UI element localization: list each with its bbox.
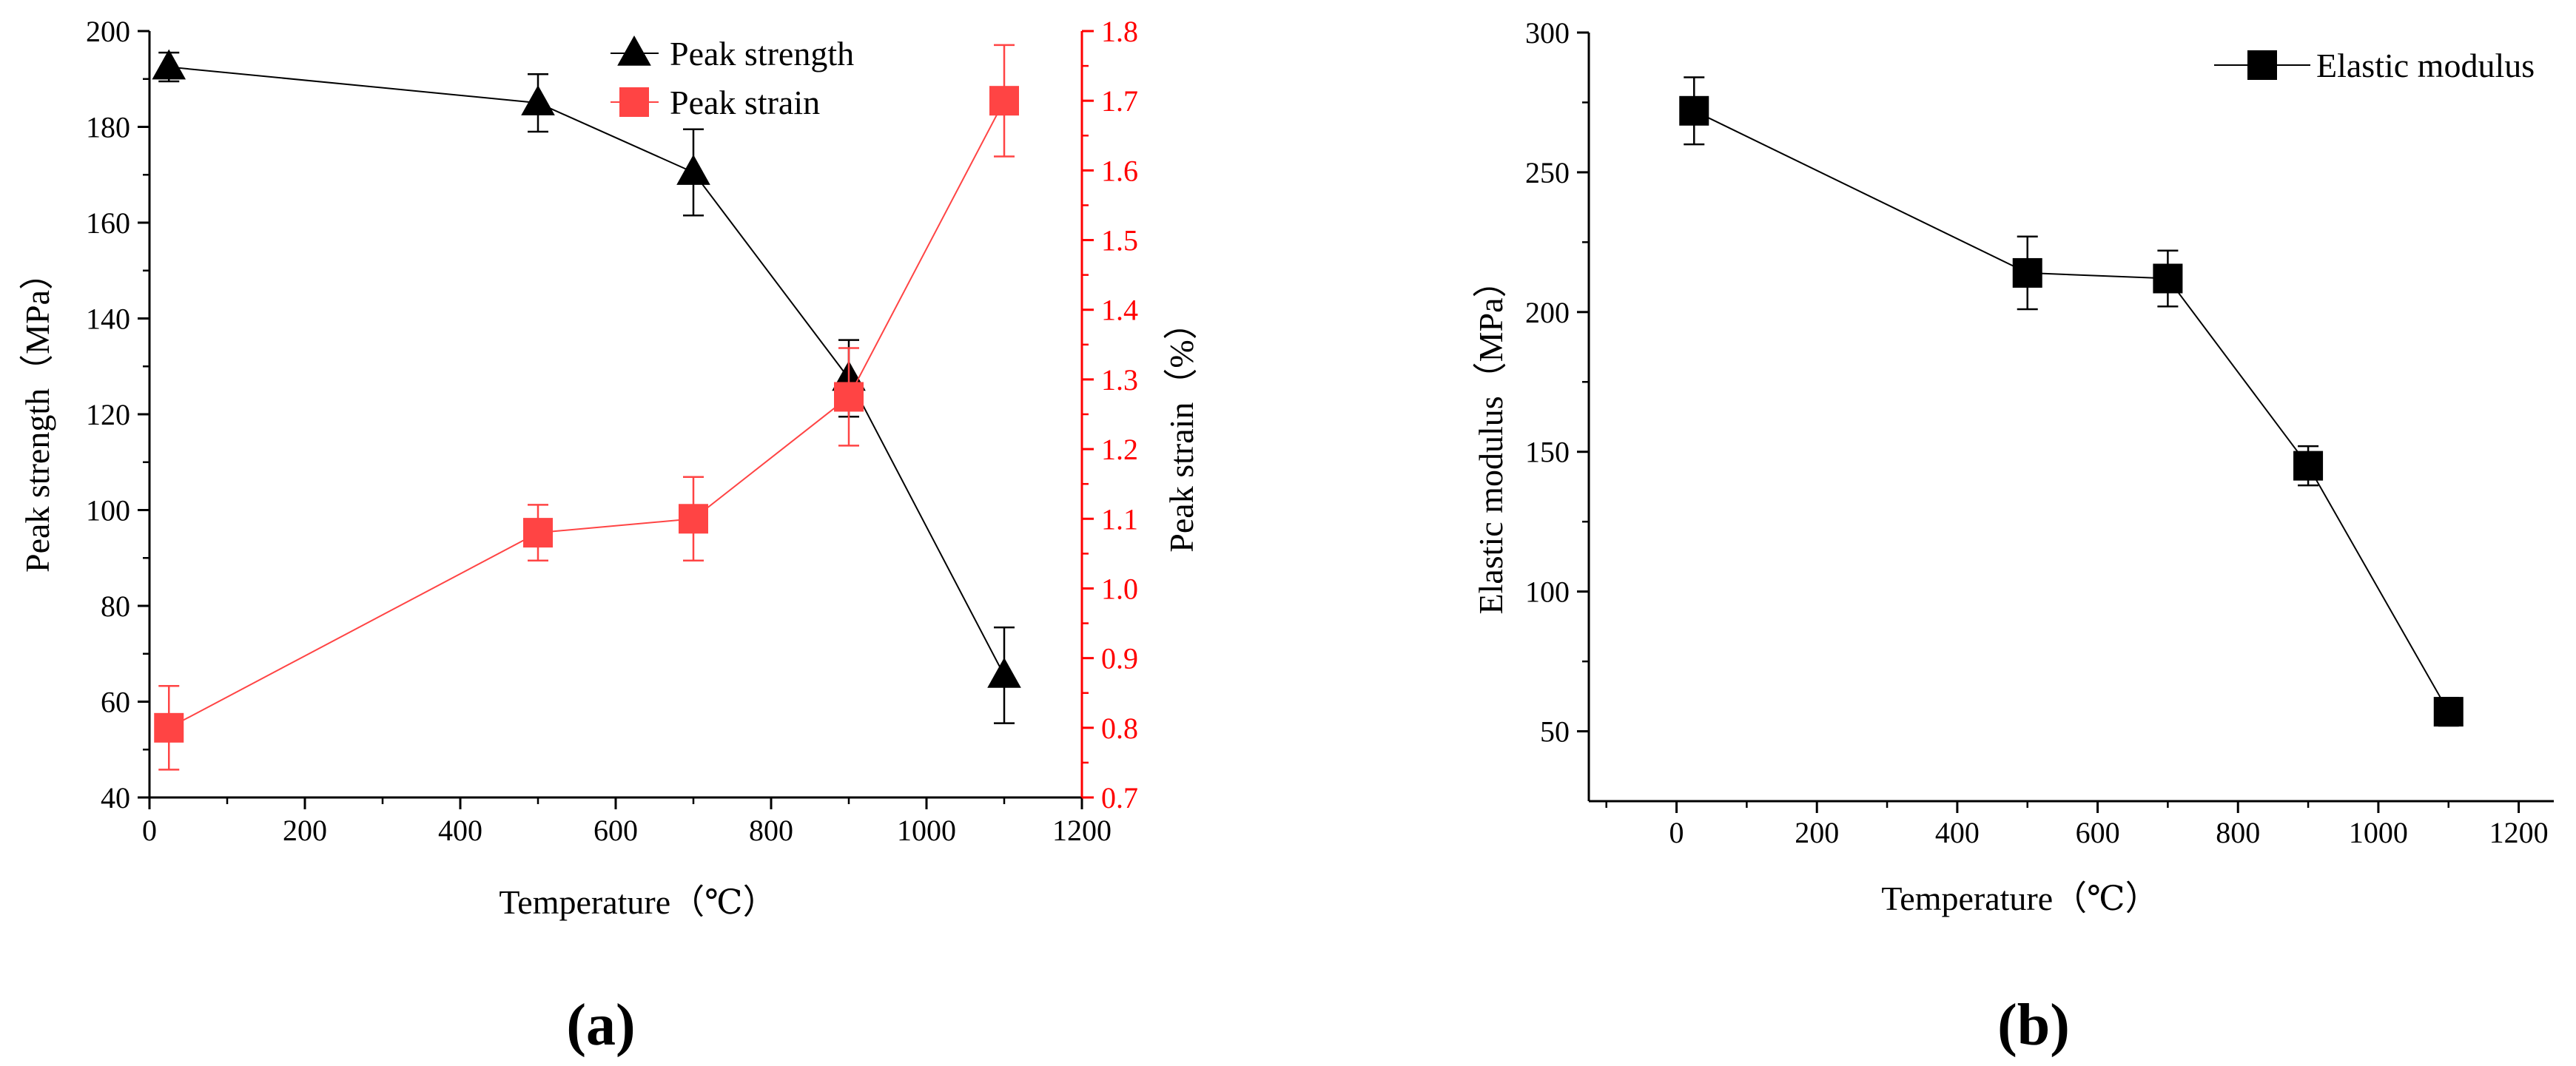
- a-point-strength: [676, 155, 710, 185]
- a-point-strain: [679, 504, 708, 534]
- a-y2-tick-label: 1.6: [1101, 154, 1138, 187]
- b-y-tick-label: 250: [1525, 156, 1570, 189]
- a-x-axis-label: Temperature（℃）: [499, 883, 776, 921]
- a-y-tick-label: 80: [101, 590, 130, 623]
- a-legend-strength-marker: [617, 36, 651, 66]
- a-y2-tick-label: 0.8: [1101, 712, 1138, 745]
- a-x-tick-label: 400: [438, 814, 482, 847]
- a-x-tick-label: 600: [593, 814, 638, 847]
- a-y2-tick-label: 1.3: [1101, 363, 1138, 397]
- b-point-modulus: [2012, 257, 2042, 288]
- b-y-tick-label: 100: [1525, 576, 1570, 609]
- a-x-tick-label: 1000: [897, 814, 956, 847]
- b-x-tick-label: 1000: [2349, 816, 2408, 849]
- a-legend-strain-label: Peak strain: [670, 84, 820, 121]
- a-x-tick-label: 800: [749, 814, 793, 847]
- a-y2-tick-label: 1.2: [1101, 433, 1138, 466]
- b-y-axis-label: Elastic modulus（MPa）: [1472, 263, 1510, 614]
- a-legend-strength-label: Peak strength: [670, 35, 854, 72]
- a-point-strain: [989, 86, 1019, 116]
- b-point-modulus: [2433, 697, 2464, 727]
- a-y-tick-label: 100: [86, 494, 130, 527]
- a-point-strain: [834, 382, 864, 412]
- a-y2-tick-label: 1.1: [1101, 502, 1138, 536]
- a-legend-strain-marker: [619, 87, 649, 117]
- panel-b-chart: 0 200 400 600 800 1000 1200 50 100 150 200 250 300 Te…: [1472, 16, 2554, 917]
- a-x-tick-label: 1200: [1052, 814, 1112, 847]
- a-point-strength: [152, 49, 186, 80]
- a-y2-tick-label: 0.7: [1101, 781, 1138, 814]
- b-point-modulus: [2293, 451, 2324, 481]
- a-y2-tick-label: 0.9: [1101, 642, 1138, 675]
- a-series-strength-line: [169, 66, 1005, 676]
- a-legend: Peak strength Peak strain: [611, 35, 854, 121]
- a-point-strain: [154, 712, 184, 743]
- a-y2-tick-label: 1.5: [1101, 224, 1138, 257]
- panel-b-label: (b): [1997, 993, 2070, 1058]
- a-y-tick-label: 60: [101, 686, 130, 719]
- b-x-axis-label: Temperature（℃）: [1881, 880, 2159, 917]
- a-y2-tick-label: 1.0: [1101, 572, 1138, 605]
- a-y2-tick-label: 1.7: [1101, 84, 1138, 118]
- a-y-tick-label: 200: [86, 15, 130, 48]
- a-x-tick-label: 0: [142, 814, 157, 847]
- a-y-axis-label: Peak strength（MPa）: [19, 256, 56, 573]
- a-y2-axis-label: Peak strain（%）: [1163, 306, 1200, 552]
- a-point-strain: [523, 518, 553, 548]
- a-y-tick-label: 40: [101, 781, 130, 814]
- b-x-tick-label: 400: [1935, 816, 1980, 849]
- a-y2-tick-label: 1.4: [1101, 294, 1138, 327]
- b-point-modulus: [2153, 263, 2183, 294]
- b-series-modulus-line: [1693, 109, 2449, 712]
- b-y-tick-label: 200: [1525, 296, 1570, 329]
- a-y-tick-label: 160: [86, 206, 130, 240]
- b-point-modulus: [1679, 95, 1709, 126]
- a-series-strain-line: [168, 100, 1005, 729]
- b-y-tick-label: 50: [1540, 715, 1570, 749]
- panel-a-chart: 0 200 400 600 800 1000 1200 40 60 80 100 120 140 160 1…: [19, 15, 1200, 921]
- b-x-tick-label: 1200: [2489, 816, 2549, 849]
- b-x-tick-label: 0: [1669, 816, 1684, 849]
- b-y-tick-label: 150: [1525, 436, 1570, 469]
- b-x-tick-label: 200: [1795, 816, 1839, 849]
- a-point-strength: [521, 85, 555, 115]
- b-y-tick-label: 300: [1525, 16, 1570, 50]
- b-x-tick-label: 600: [2076, 816, 2120, 849]
- b-legend-label: Elastic modulus: [2316, 47, 2535, 84]
- b-legend: Elastic modulus: [2214, 47, 2535, 84]
- a-y-tick-label: 180: [86, 111, 130, 144]
- panel-a-label: (a): [566, 993, 635, 1058]
- a-y-tick-label: 140: [86, 303, 130, 336]
- a-point-strength: [987, 657, 1021, 688]
- a-y2-tick-label: 1.8: [1101, 15, 1138, 48]
- a-y-tick-label: 120: [86, 398, 130, 431]
- b-x-tick-label: 800: [2216, 816, 2260, 849]
- a-x-tick-label: 200: [283, 814, 327, 847]
- b-legend-marker: [2247, 50, 2277, 80]
